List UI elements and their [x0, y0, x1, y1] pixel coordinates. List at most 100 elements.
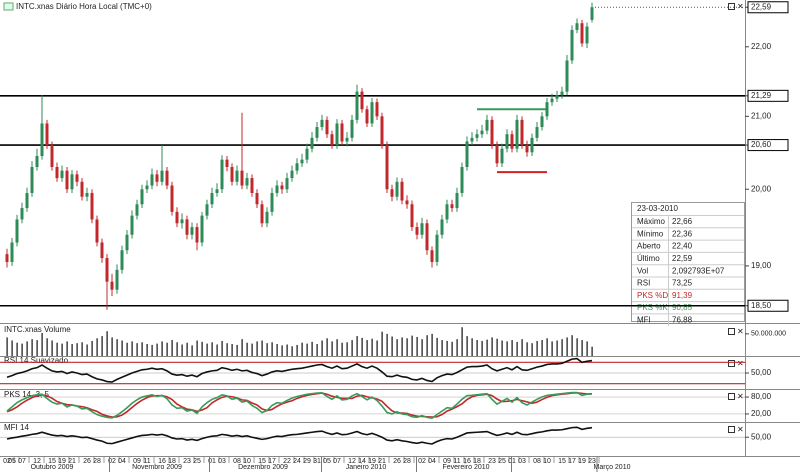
candle-body	[85, 192, 89, 197]
candle-body	[380, 116, 384, 146]
candle-body	[190, 227, 194, 235]
x-tick-label: 03	[218, 458, 226, 465]
volume-bar	[406, 338, 408, 356]
x-tick-label: 07	[333, 458, 341, 465]
x-tick-label: 02	[3, 458, 11, 465]
panel-close[interactable]: ✕	[737, 359, 744, 368]
volume-bar	[121, 340, 123, 356]
candle-body	[575, 23, 579, 30]
candle-body	[490, 119, 494, 146]
volume-bar	[381, 331, 383, 356]
candle-body	[285, 178, 289, 190]
volume-bar	[136, 343, 138, 356]
x-tick-label: 04	[428, 458, 436, 465]
volume-bar	[76, 343, 78, 356]
volume-bar	[536, 340, 538, 356]
candle-body	[5, 254, 9, 262]
y-tick-box	[747, 299, 789, 312]
x-tick-label: 17	[568, 458, 576, 465]
candle-body	[485, 119, 489, 131]
volume-bar	[391, 336, 393, 356]
chart-title: INTC.xnas Diário Hora Local (TMC+0)	[16, 2, 152, 11]
candle-body	[170, 185, 174, 212]
x-tick-label: 19	[578, 458, 586, 465]
volume-bar	[146, 344, 148, 356]
panel-close[interactable]: ✕	[737, 2, 744, 11]
volume-bar	[126, 342, 128, 356]
panel-close[interactable]: ✕	[737, 327, 744, 336]
candle-body	[440, 219, 444, 235]
panel-maximize[interactable]	[728, 360, 735, 367]
y-tick-label: 20,00	[751, 184, 772, 193]
panel-maximize[interactable]	[728, 3, 735, 10]
volume-bar	[516, 341, 518, 356]
info-value: 73,25	[672, 279, 693, 288]
info-value: 90,85	[672, 303, 693, 312]
candle-body	[75, 174, 79, 182]
volume-bar	[346, 342, 348, 356]
candle-body	[305, 148, 309, 160]
month-label: Janeiro 2010	[346, 464, 387, 471]
panel-close[interactable]: ✕	[737, 392, 744, 401]
symbol-icon[interactable]	[3, 2, 14, 11]
info-value: 22,66	[672, 217, 693, 226]
volume-bar	[96, 338, 98, 356]
volume-bar	[331, 341, 333, 356]
candle-body	[420, 223, 424, 235]
volume-bar	[151, 344, 153, 356]
info-value: 22,40	[672, 242, 693, 251]
panel-maximize[interactable]	[728, 393, 735, 400]
volume-bar	[171, 340, 173, 356]
candle-body	[425, 223, 429, 251]
candle-body	[515, 119, 519, 149]
volume-bar	[471, 338, 473, 356]
candle-body	[95, 219, 99, 243]
candle-body	[65, 170, 69, 190]
volume-bar	[6, 337, 8, 356]
volume-bar	[501, 340, 503, 356]
candle-body	[570, 29, 574, 61]
info-label: Vol	[637, 266, 648, 275]
panel-maximize[interactable]	[728, 328, 735, 335]
info-label: MFI	[637, 316, 651, 325]
candle-body	[340, 123, 344, 142]
panel-title: RSI 14 Suavizado	[4, 356, 69, 365]
candle-body	[165, 170, 169, 186]
candle-body	[70, 174, 74, 190]
candle-body	[150, 174, 154, 186]
candle-body	[235, 170, 239, 182]
candle-body	[350, 119, 354, 138]
panel-close[interactable]: ✕	[737, 425, 744, 434]
volume-bar	[276, 344, 278, 356]
volume-bar	[571, 335, 573, 356]
volume-bar	[41, 332, 43, 356]
candle-body	[205, 204, 209, 216]
y-tick-label: 22,00	[751, 42, 772, 51]
x-tick-label: 01	[508, 458, 516, 465]
candle-body	[50, 145, 54, 167]
volume-bar	[51, 340, 53, 356]
volume-bar	[566, 337, 568, 356]
x-tick-label: 19	[368, 458, 376, 465]
panel-maximize[interactable]	[728, 426, 735, 433]
candle-body	[375, 102, 379, 117]
x-tick-label: 28	[93, 458, 101, 465]
candle-body	[360, 91, 364, 110]
candle-body	[345, 137, 349, 142]
volume-bar	[256, 341, 258, 356]
x-tick-label: 15	[258, 458, 266, 465]
x-tick-label: 21	[378, 458, 386, 465]
volume-bar	[306, 343, 308, 356]
candle-body	[90, 192, 94, 220]
y-tick-label: 21,00	[751, 111, 772, 120]
x-tick-label: 12	[33, 458, 41, 465]
volume-bar	[476, 340, 478, 356]
x-tick-label: 26	[393, 458, 401, 465]
info-label: Máximo	[637, 217, 666, 226]
y-tick-label: 19,00	[751, 261, 772, 270]
candle-body	[395, 181, 399, 197]
volume-bar	[31, 339, 33, 356]
volume-bar	[36, 340, 38, 356]
info-panel: 23-03-2010 Máximo 22,66 Mínimo 22,36 Aberto 2…	[631, 202, 745, 327]
